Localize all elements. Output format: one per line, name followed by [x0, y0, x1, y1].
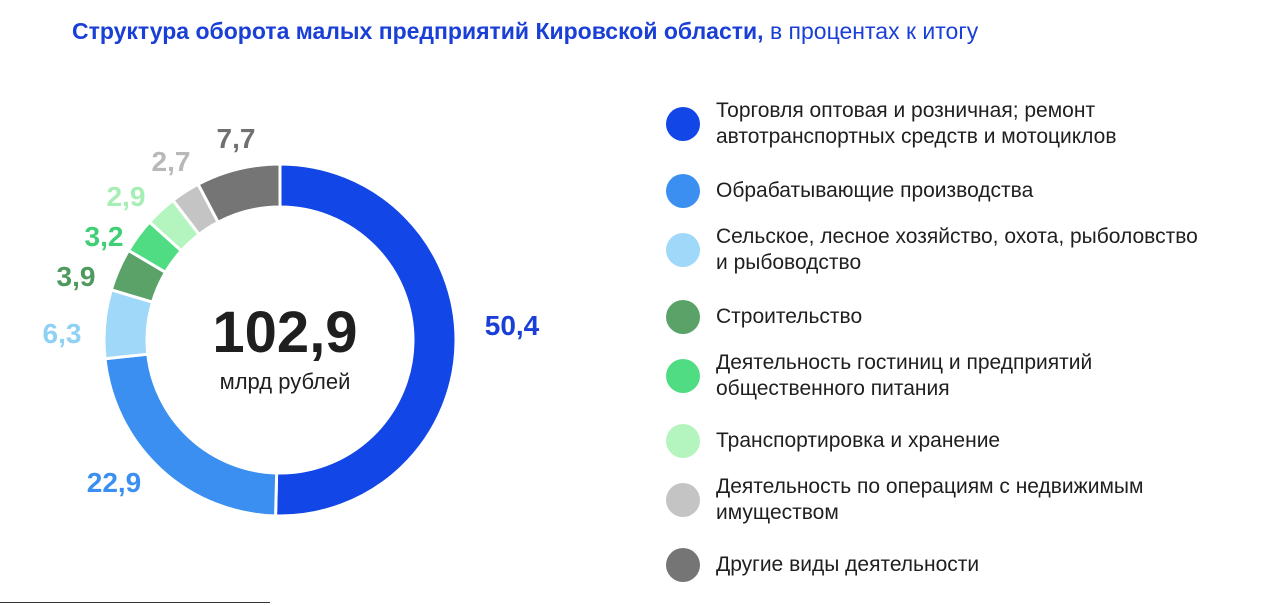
slice-label-8: 7,7	[217, 123, 256, 154]
legend-item: Другие виды деятельности	[666, 548, 1266, 582]
legend-label: Строительство	[716, 304, 1266, 330]
legend-label-line: общественного питания	[716, 377, 950, 400]
legend-label: Торговля оптовая и розничная; ремонт авто…	[716, 98, 1266, 150]
legend-label-line: Транспортировка и хранение	[716, 429, 1001, 452]
slice-label-5: 3,2	[85, 221, 124, 252]
legend-item: Деятельность по операциям с недвижимым им…	[666, 474, 1266, 526]
legend-item: Торговля оптовая и розничная; ремонт авто…	[666, 98, 1266, 150]
donut-slices	[102, 162, 458, 518]
slice-label-2: 22,9	[87, 467, 142, 498]
donut-slice-8	[196, 162, 282, 225]
slice-labels: 50,4 22,9 6,3 3,9 3,2 2,92,7 7,7	[43, 123, 540, 498]
legend-label-line: имуществом	[716, 501, 839, 524]
legend-label-line: Деятельность по операциям с недвижимым	[716, 475, 1144, 498]
legend-item: Обрабатывающие производства	[666, 174, 1266, 208]
footnote-divider	[0, 602, 270, 603]
legend-item: Строительство	[666, 300, 1266, 334]
legend-label-line: автотранспортных средств и мотоциклов	[716, 125, 1117, 148]
legend-swatch-icon	[666, 174, 700, 208]
legend-item: Сельское, лесное хозяйство, охота, рыбол…	[666, 224, 1266, 276]
legend-label-line: Строительство	[716, 305, 863, 328]
chart-title-bold: Структура оборота малых предприятий Киро…	[72, 18, 764, 44]
slice-label-6: 2,9	[107, 181, 146, 212]
legend-label-line: Деятельность гостиниц и предприятий	[716, 351, 1093, 374]
legend-label: Сельское, лесное хозяйство, охота, рыбол…	[716, 224, 1266, 276]
legend-label: Деятельность гостиниц и предприятий общес…	[716, 350, 1266, 402]
legend-item: Деятельность гостиниц и предприятий общес…	[666, 350, 1266, 402]
legend-label-line: Другие виды деятельности	[716, 553, 980, 576]
legend-swatch-icon	[666, 483, 700, 517]
legend-swatch-icon	[666, 359, 700, 393]
slice-label-4: 3,9	[57, 261, 96, 292]
legend-label-line: Сельское, лесное хозяйство, охота, рыбол…	[716, 225, 1198, 248]
chart-title: Структура оборота малых предприятий Киро…	[72, 18, 978, 45]
legend-item: Транспортировка и хранение	[666, 424, 1266, 458]
legend-label: Транспортировка и хранение	[716, 428, 1266, 454]
slice-label-3: 6,3	[43, 318, 82, 349]
center-total-unit: млрд рублей	[220, 369, 351, 394]
slice-label-7: 2,7	[152, 146, 191, 177]
donut-slice-1	[274, 162, 458, 518]
center-total-value: 102,9	[212, 300, 357, 365]
legend-swatch-icon	[666, 424, 700, 458]
slice-label-1: 50,4	[485, 310, 540, 341]
legend-label-line: Обрабатывающие производства	[716, 179, 1034, 202]
legend-swatch-icon	[666, 107, 700, 141]
legend-swatch-icon	[666, 548, 700, 582]
legend-label: Другие виды деятельности	[716, 552, 1266, 578]
legend-label-line: Торговля оптовая и розничная; ремонт	[716, 99, 1096, 122]
legend-label-line: и рыбоводство	[716, 251, 862, 274]
legend-swatch-icon	[666, 233, 700, 267]
legend-label: Обрабатывающие производства	[716, 178, 1266, 204]
chart-title-subtitle: в процентах к итогу	[763, 18, 979, 44]
legend-swatch-icon	[666, 300, 700, 334]
legend-label: Деятельность по операциям с недвижимым им…	[716, 474, 1266, 526]
donut-chart: 50,4 22,9 6,3 3,9 3,2 2,92,7 7,7 102,9 млрд ру…	[43, 123, 540, 518]
